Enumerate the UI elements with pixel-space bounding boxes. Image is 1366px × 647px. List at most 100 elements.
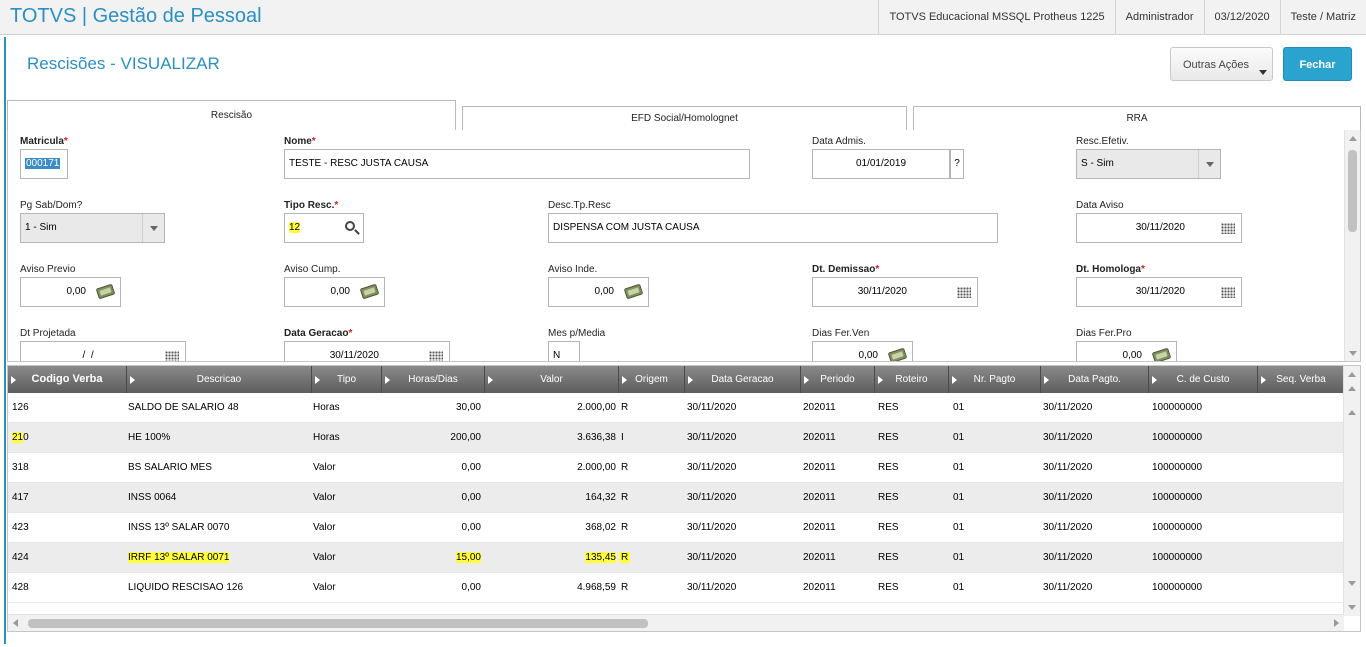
scroll-down-icon[interactable] bbox=[1348, 581, 1356, 586]
column-header[interactable]: Codigo Verba bbox=[8, 366, 127, 393]
aviso-previo-field[interactable]: 0,00 bbox=[20, 277, 121, 307]
mes-media-field[interactable]: N bbox=[548, 341, 580, 361]
branch-name[interactable]: Teste / Matriz bbox=[1279, 0, 1366, 35]
aviso-cump-label: Aviso Cump. bbox=[284, 264, 341, 275]
cell-origem: I bbox=[621, 432, 624, 443]
scroll-up-icon[interactable] bbox=[1348, 372, 1356, 377]
table-row[interactable]: 210 HE 100% Horas 200,00 3.636,38 I 30/1… bbox=[8, 423, 1344, 453]
column-header[interactable]: Roteiro bbox=[875, 366, 949, 393]
sort-icon bbox=[315, 376, 320, 384]
cell-roteiro: RES bbox=[878, 582, 899, 593]
column-header[interactable]: Descricao bbox=[127, 366, 312, 393]
scroll-down-icon[interactable] bbox=[1349, 351, 1357, 356]
cell-data-pagto: 30/11/2020 bbox=[1043, 432, 1093, 443]
column-header[interactable]: Nr. Pagto bbox=[949, 366, 1041, 393]
calendar-icon[interactable] bbox=[1221, 287, 1235, 298]
column-header[interactable]: Origem bbox=[619, 366, 685, 393]
cell-data-pagto: 30/11/2020 bbox=[1043, 402, 1093, 413]
search-icon[interactable] bbox=[345, 221, 355, 231]
dias-fer-ven-label: Dias Fer.Ven bbox=[812, 328, 870, 339]
tab-rra[interactable]: RRA bbox=[913, 106, 1361, 131]
pg-sab-dom-value: 1 - Sim bbox=[25, 222, 57, 233]
column-header[interactable]: C. de Custo bbox=[1149, 366, 1258, 393]
sort-icon bbox=[952, 376, 957, 384]
scroll-left-icon[interactable] bbox=[13, 619, 18, 627]
scroll-down-icon[interactable] bbox=[1348, 605, 1356, 610]
table-row[interactable]: 423 INSS 13º SALAR 0070 Valor 0,00 368,0… bbox=[8, 513, 1344, 543]
aviso-inde-field[interactable]: 0,00 bbox=[548, 277, 649, 307]
data-geracao-field[interactable]: 30/11/2020 bbox=[284, 341, 450, 361]
help-button[interactable]: ? bbox=[950, 149, 964, 179]
dias-fer-pro-field[interactable]: 0,00 bbox=[1076, 341, 1177, 361]
pg-sab-dom-select[interactable]: 1 - Sim bbox=[20, 213, 165, 243]
column-header[interactable]: Valor bbox=[485, 366, 619, 393]
nome-field[interactable]: TESTE - RESC JUSTA CAUSA bbox=[284, 149, 750, 179]
outras-acoes-button[interactable]: Outras Ações bbox=[1170, 47, 1273, 81]
column-header[interactable]: Tipo bbox=[312, 366, 382, 393]
cell-data-pagto: 30/11/2020 bbox=[1043, 582, 1093, 593]
data-aviso-value: 30/11/2020 bbox=[1135, 222, 1185, 233]
aviso-previo-label: Aviso Previo bbox=[20, 264, 76, 275]
cell-roteiro: RES bbox=[878, 522, 899, 533]
cell-horas: 0,00 bbox=[461, 492, 481, 503]
dt-projetada-value: / / bbox=[77, 350, 94, 361]
tab-rescisao[interactable]: Rescisão bbox=[7, 100, 456, 131]
dt-homologa-field[interactable]: 30/11/2020 bbox=[1076, 277, 1242, 307]
chevron-down-icon bbox=[142, 214, 164, 242]
scroll-up-icon[interactable] bbox=[1348, 410, 1356, 415]
scroll-up-icon[interactable] bbox=[1348, 386, 1356, 391]
matricula-field[interactable]: 000171 bbox=[20, 149, 68, 179]
form-area: Matricula* 000171 Nome* TESTE - RESC JUS… bbox=[7, 130, 1361, 362]
desc-tp-resc-field[interactable]: DISPENSA COM JUSTA CAUSA bbox=[548, 213, 998, 243]
money-icon[interactable] bbox=[1151, 347, 1172, 361]
user-name[interactable]: Administrador bbox=[1114, 0, 1204, 35]
sort-icon bbox=[11, 376, 16, 384]
dt-projetada-field[interactable]: / / bbox=[20, 341, 186, 361]
resc-efetiv-value: S - Sim bbox=[1081, 158, 1114, 169]
sort-icon bbox=[622, 376, 627, 384]
money-icon[interactable] bbox=[623, 283, 644, 300]
table-row[interactable]: 417 INSS 0064 Valor 0,00 164,32 R 30/11/… bbox=[8, 483, 1344, 513]
data-admis-field[interactable]: 01/01/2019 bbox=[812, 149, 950, 179]
form-scrollbar[interactable] bbox=[1344, 130, 1360, 361]
money-icon[interactable] bbox=[95, 283, 116, 300]
column-header[interactable]: Seq. Verba bbox=[1258, 366, 1344, 393]
sort-icon bbox=[385, 376, 390, 384]
calendar-icon[interactable] bbox=[1221, 223, 1235, 234]
table-row[interactable]: 318 BS SALARIO MES Valor 0,00 2.000,00 R… bbox=[8, 453, 1344, 483]
aviso-cump-field[interactable]: 0,00 bbox=[284, 277, 385, 307]
table-row[interactable]: 126 SALDO DE SALARIO 48 Horas 30,00 2.00… bbox=[8, 393, 1344, 423]
grid-vertical-scrollbar[interactable] bbox=[1343, 366, 1360, 616]
tab-efd-social[interactable]: EFD Social/Homolognet bbox=[462, 106, 907, 131]
cell-custo: 100000000 bbox=[1152, 552, 1203, 563]
sort-icon bbox=[1152, 376, 1157, 384]
cell-periodo: 202011 bbox=[803, 522, 836, 533]
table-row[interactable]: 424 IRRF 13º SALAR 0071 Valor 15,00 135,… bbox=[8, 543, 1344, 573]
column-header[interactable]: Periodo bbox=[801, 366, 875, 393]
fechar-button[interactable]: Fechar bbox=[1283, 47, 1352, 81]
scroll-thumb[interactable] bbox=[1348, 150, 1357, 232]
money-icon[interactable] bbox=[359, 283, 380, 300]
cell-valor: 3.636,38 bbox=[577, 432, 616, 443]
scroll-up-icon[interactable] bbox=[1349, 136, 1357, 141]
calendar-icon[interactable] bbox=[957, 287, 971, 298]
cell-valor: 2.000,00 bbox=[577, 402, 616, 413]
data-aviso-field[interactable]: 30/11/2020 bbox=[1076, 213, 1242, 243]
money-icon[interactable] bbox=[887, 347, 908, 361]
calendar-icon[interactable] bbox=[429, 351, 443, 361]
scroll-right-icon[interactable] bbox=[1334, 619, 1339, 627]
scroll-thumb[interactable] bbox=[28, 619, 648, 628]
dias-fer-ven-field[interactable]: 0,00 bbox=[812, 341, 913, 361]
column-header[interactable]: Horas/Dias bbox=[382, 366, 485, 393]
cell-descricao: INSS 0064 bbox=[128, 492, 177, 503]
cell-custo: 100000000 bbox=[1152, 582, 1203, 593]
tipo-resc-field[interactable]: 12 bbox=[284, 213, 364, 243]
column-header[interactable]: Data Geracao bbox=[685, 366, 801, 393]
dt-demissao-field[interactable]: 30/11/2020 bbox=[812, 277, 978, 307]
calendar-icon[interactable] bbox=[165, 351, 179, 361]
column-header[interactable]: Data Pagto. bbox=[1041, 366, 1149, 393]
grid-horizontal-scrollbar[interactable] bbox=[8, 614, 1344, 631]
cell-custo: 100000000 bbox=[1152, 432, 1203, 443]
resc-efetiv-select[interactable]: S - Sim bbox=[1076, 149, 1221, 179]
table-row[interactable]: 428 LIQUIDO RESCISAO 126 Valor 0,00 4.96… bbox=[8, 573, 1344, 603]
